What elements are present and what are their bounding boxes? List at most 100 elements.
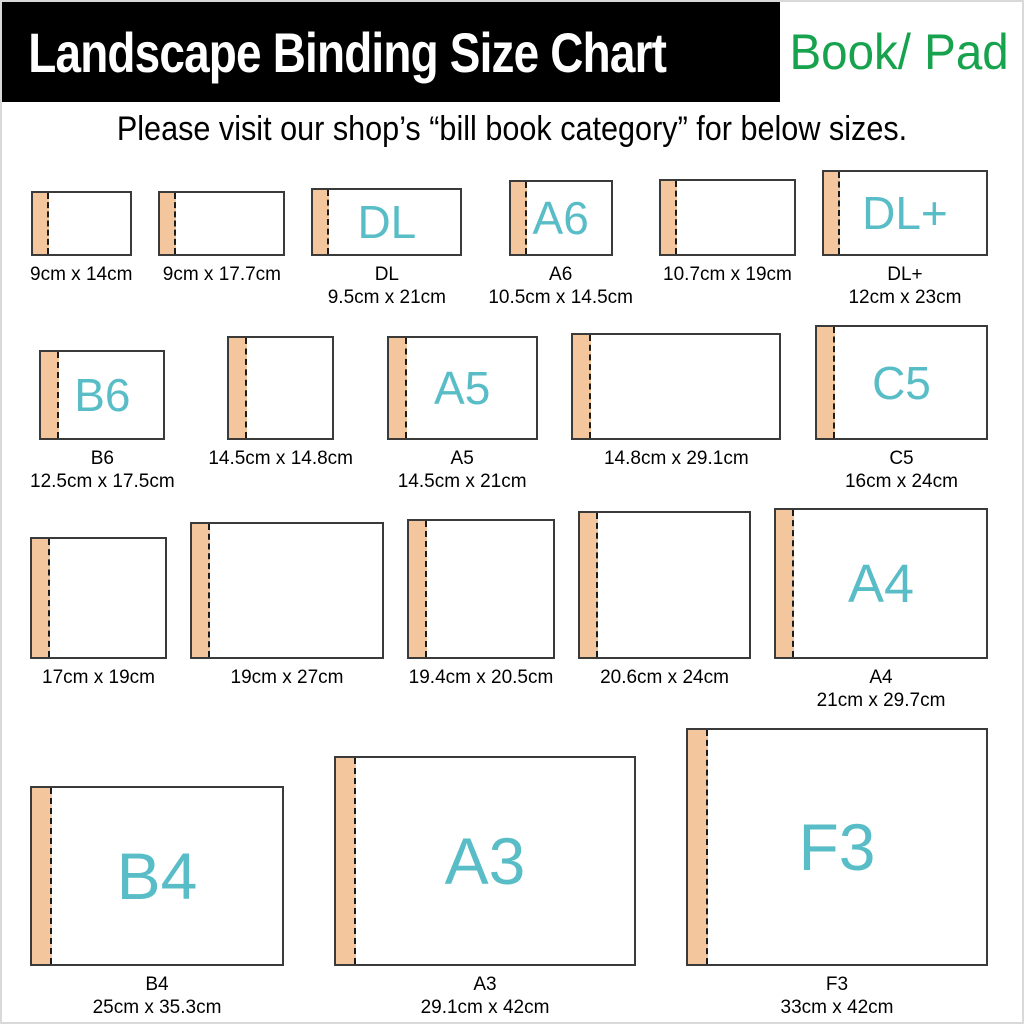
caption-line1: 20.6cm x 24cm: [600, 667, 729, 688]
paper-caption: 20.6cm x 24cm: [600, 666, 729, 714]
caption-line1: A6: [549, 264, 573, 285]
paper-caption: DL+ 12cm x 23cm: [848, 263, 961, 311]
caption-line1: 14.5cm x 14.8cm: [208, 448, 353, 469]
paper-rect: [227, 336, 335, 440]
binding-strip: [32, 193, 49, 254]
paper-size-label: [32, 539, 165, 657]
paper-rect: B4: [30, 786, 284, 966]
paper-caption: 9cm x 14cm: [30, 263, 132, 311]
binding-strip: [160, 193, 177, 254]
header-title-bar: Landscape Binding Size Chart: [2, 2, 780, 102]
binding-strip: [229, 338, 248, 438]
caption-line1: C5: [889, 448, 914, 469]
caption-line1: DL: [374, 264, 399, 285]
caption-line2: 16cm x 24cm: [844, 471, 958, 492]
binding-strip: [580, 513, 598, 657]
page-title: Landscape Binding Size Chart: [28, 20, 667, 84]
paper-rect: A3: [334, 756, 636, 966]
paper-caption: 9cm x 17.7cm: [163, 263, 281, 311]
paper-caption: 14.8cm x 29.1cm: [604, 447, 749, 495]
caption-line1: B6: [90, 448, 114, 469]
caption-line1: A4: [869, 667, 893, 688]
paper-size-label: [661, 181, 794, 254]
paper-rect: [30, 191, 132, 256]
paper-rect: [571, 333, 782, 440]
binding-strip: [41, 352, 60, 438]
caption-line2: 10.5cm x 14.5cm: [488, 287, 633, 308]
paper-item-9x14: 9cm x 14cm: [30, 191, 132, 311]
paper-caption: 19cm x 27cm: [231, 666, 344, 714]
paper-size-label: DL+: [862, 187, 948, 239]
paper-rect: [158, 191, 286, 256]
caption-line2: 9.5cm x 21cm: [327, 287, 446, 308]
caption-line1: 19cm x 27cm: [230, 667, 344, 688]
caption-line1: 10.7cm x 19cm: [663, 264, 792, 285]
binding-strip: [409, 521, 427, 657]
paper-row-3: 17cm x 19cm 19cm x 27cm: [30, 508, 988, 714]
paper-rect: [190, 522, 384, 659]
paper-item-b4: B4 B4 25cm x 35.3cm: [30, 786, 284, 1021]
caption-line1: 19.4cm x 20.5cm: [408, 667, 554, 688]
binding-strip: [816, 327, 835, 438]
caption-line2: 21cm x 29.7cm: [816, 690, 946, 711]
binding-strip: [336, 758, 356, 964]
paper-size-label: A6: [532, 192, 589, 244]
paper-caption: DL 9.5cm x 21cm: [328, 263, 446, 311]
caption-line1: DL+: [887, 264, 923, 285]
paper-rect: [658, 179, 796, 256]
paper-size-label: [573, 335, 779, 438]
caption-line1: 14.8cm x 29.1cm: [603, 448, 749, 469]
paper-item-a4: A4 A4 21cm x 29.7cm: [774, 508, 988, 714]
paper-caption: 19.4cm x 20.5cm: [409, 666, 554, 714]
paper-row-2: B6 B6 12.5cm x 17.5cm 14.5cm x 14.8cm: [30, 325, 988, 495]
paper-size-label: B6: [74, 369, 131, 421]
paper-rect: C5: [814, 325, 988, 440]
paper-size-label: [33, 193, 130, 254]
paper-rect: F3: [686, 728, 988, 966]
binding-strip: [192, 524, 210, 657]
caption-line2: 12.5cm x 17.5cm: [30, 471, 175, 492]
paper-item-a5: A5 A5 14.5cm x 21cm: [386, 336, 538, 495]
paper-row-1: 9cm x 14cm 9cm x 17.7cm DL: [30, 170, 988, 311]
paper-item-a6: A6 A6 10.5cm x 14.5cm: [488, 180, 633, 311]
paper-rect: [30, 537, 167, 659]
paper-caption: A3 29.1cm x 42cm: [421, 973, 550, 1021]
paper-item-14-8x29-1: 14.8cm x 29.1cm: [571, 333, 782, 495]
paper-size-label: F3: [798, 810, 876, 884]
paper-size-label: A5: [434, 362, 491, 414]
paper-caption: 14.5cm x 14.8cm: [208, 447, 353, 495]
paper-item-19x27: 19cm x 27cm: [190, 522, 384, 714]
paper-caption: C5 16cm x 24cm: [845, 447, 958, 495]
binding-strip: [823, 172, 840, 254]
paper-size-label: [580, 513, 749, 657]
caption-line1: 17cm x 19cm: [42, 667, 155, 688]
paper-item-20-6x24: 20.6cm x 24cm: [578, 511, 751, 714]
binding-strip: [688, 730, 708, 964]
paper-size-label: A3: [444, 824, 526, 898]
header-tag: Book/ Pad: [780, 2, 1022, 102]
caption-line2: 25cm x 35.3cm: [92, 997, 222, 1018]
paper-item-10-7x19: 10.7cm x 19cm: [658, 179, 796, 311]
binding-strip: [660, 181, 677, 254]
caption-line1: F3: [825, 974, 849, 995]
paper-item-b6: B6 B6 12.5cm x 17.5cm: [30, 350, 175, 495]
caption-line2: 14.5cm x 21cm: [397, 471, 527, 492]
paper-size-label: [229, 338, 332, 438]
binding-strip: [388, 338, 407, 438]
paper-size-label: [192, 524, 382, 657]
paper-caption: 10.7cm x 19cm: [663, 263, 792, 311]
paper-rect: DL: [311, 188, 463, 256]
paper-item-14-5x14-8: 14.5cm x 14.8cm: [208, 336, 353, 495]
paper-rect: B6: [39, 350, 166, 440]
paper-size-label: C5: [872, 356, 931, 409]
paper-size-label: A4: [847, 553, 915, 614]
paper-rect: A6: [508, 180, 613, 256]
paper-caption: F3 33cm x 42cm: [781, 973, 894, 1021]
paper-size-label: B4: [116, 839, 198, 913]
binding-strip: [32, 539, 50, 657]
paper-size-label: [409, 521, 553, 657]
caption-line1: 9cm x 14cm: [30, 264, 133, 285]
paper-item-19-4x20-5: 19.4cm x 20.5cm: [407, 519, 555, 714]
binding-strip: [510, 182, 527, 254]
